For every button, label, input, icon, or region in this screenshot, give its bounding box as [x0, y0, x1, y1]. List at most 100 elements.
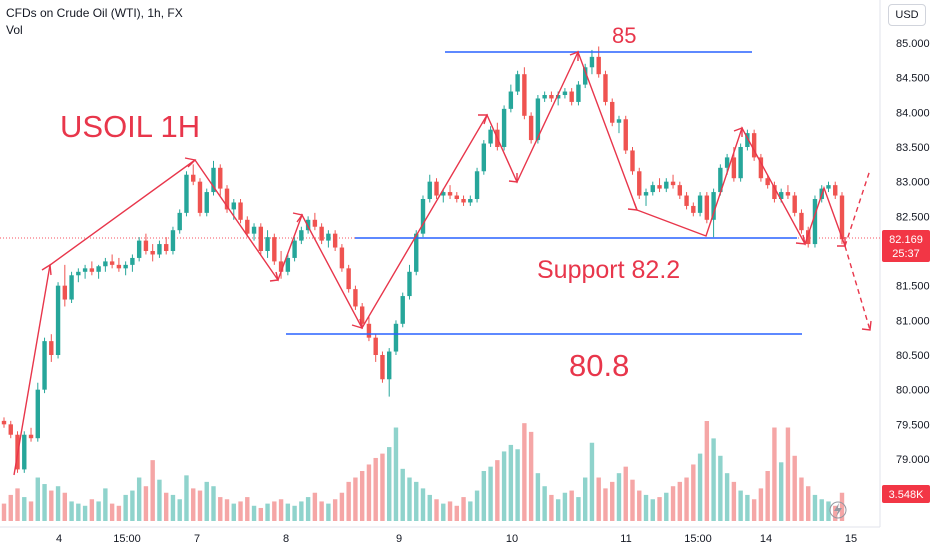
candle	[427, 174, 432, 203]
candle	[812, 195, 818, 248]
candle-body	[684, 195, 689, 206]
candle	[528, 112, 534, 144]
symbol-header[interactable]: CFDs on Crude Oil (WTI), 1h, FX	[6, 5, 183, 21]
volume-bar	[387, 447, 392, 521]
candle	[136, 237, 142, 262]
volume-bar	[116, 505, 122, 521]
candle	[204, 188, 209, 217]
candle	[745, 129, 750, 151]
time-axis[interactable]: 4 15:00 7 8 9 10 11 15:00 14 15	[56, 533, 857, 545]
volume-bar	[812, 494, 818, 521]
volume-bar	[103, 488, 108, 521]
candle-body	[420, 199, 426, 234]
volume-bar	[163, 492, 169, 521]
candle	[163, 237, 169, 255]
candle-body	[474, 171, 480, 199]
volume-bar	[778, 462, 784, 521]
candle-body	[576, 84, 581, 102]
candle-body	[55, 285, 61, 355]
candle-body	[231, 202, 236, 210]
candle-body	[116, 264, 122, 269]
candle-body	[427, 181, 432, 199]
arrow-heads	[41, 50, 872, 331]
volume-bar	[806, 486, 811, 521]
candle	[589, 49, 595, 75]
volume-bar	[718, 455, 723, 521]
candle	[312, 212, 318, 231]
volume-bar	[299, 501, 304, 521]
candle	[508, 84, 514, 113]
candle-body	[265, 237, 270, 251]
candle	[380, 351, 385, 383]
candle	[285, 254, 291, 276]
candle	[718, 164, 723, 196]
volume-bar	[197, 490, 203, 521]
volume-value: 3.548K	[889, 489, 925, 501]
volume-bar	[258, 507, 264, 521]
candle	[1, 417, 7, 428]
candle-body	[35, 389, 40, 439]
countdown-timer: 25:37	[892, 248, 920, 260]
candle-body	[211, 167, 216, 193]
candle-body	[136, 240, 142, 258]
candle	[562, 88, 568, 99]
candle-body	[826, 185, 831, 189]
volume-bar	[245, 497, 250, 521]
last-price-value: 82.169	[889, 234, 923, 246]
volume-bar	[772, 427, 777, 521]
candle-body	[258, 226, 264, 251]
candle	[191, 164, 196, 186]
candle-body	[400, 296, 405, 324]
volume-bar	[684, 477, 689, 521]
volume-indicator-label[interactable]: Vol	[6, 23, 23, 37]
volume-bar	[414, 481, 419, 521]
candle	[224, 185, 230, 213]
volume-bar	[55, 486, 61, 521]
candle-body	[326, 233, 331, 241]
volume-bar	[62, 492, 68, 521]
candle	[123, 261, 128, 276]
volume-bar	[109, 503, 115, 521]
price-tick-label: 84.000	[896, 107, 930, 119]
candle-body	[245, 219, 250, 234]
candle-body	[69, 275, 74, 300]
candle	[582, 63, 588, 89]
candle-body	[184, 174, 189, 213]
candle-body	[488, 129, 493, 144]
candle-body	[170, 230, 176, 251]
volume-bar	[157, 479, 162, 521]
candle-body	[778, 192, 784, 199]
volume-bar	[731, 481, 737, 521]
volume-bar	[1, 503, 7, 521]
volume-bar	[785, 427, 791, 521]
currency-button[interactable]: USD	[888, 4, 926, 26]
lightning-icon[interactable]	[829, 501, 847, 519]
candle	[664, 178, 669, 193]
candle	[157, 240, 162, 258]
candle-body	[49, 341, 54, 355]
candle-body	[454, 195, 459, 199]
volume-bar	[312, 492, 318, 521]
candle	[461, 195, 466, 206]
volume-bar	[643, 494, 649, 521]
price-axis[interactable]: 85.00084.50084.00083.50083.00082.50082.0…	[896, 38, 930, 466]
candle-body	[251, 226, 257, 234]
candle	[197, 178, 203, 217]
candle	[630, 147, 635, 175]
candle	[116, 257, 122, 272]
volume-bar	[819, 499, 824, 521]
candle	[576, 81, 581, 106]
candle-body	[623, 119, 628, 151]
candle-body	[806, 230, 811, 245]
candle-body	[582, 67, 588, 85]
volume-bar	[495, 460, 500, 521]
candle	[319, 223, 324, 245]
volume-bar	[251, 505, 257, 521]
candle-body	[738, 147, 743, 179]
candle-body	[610, 101, 615, 123]
candle-body	[677, 185, 683, 196]
candle-body	[555, 95, 561, 99]
volume-bar	[501, 451, 507, 521]
volume-bar	[359, 471, 365, 521]
